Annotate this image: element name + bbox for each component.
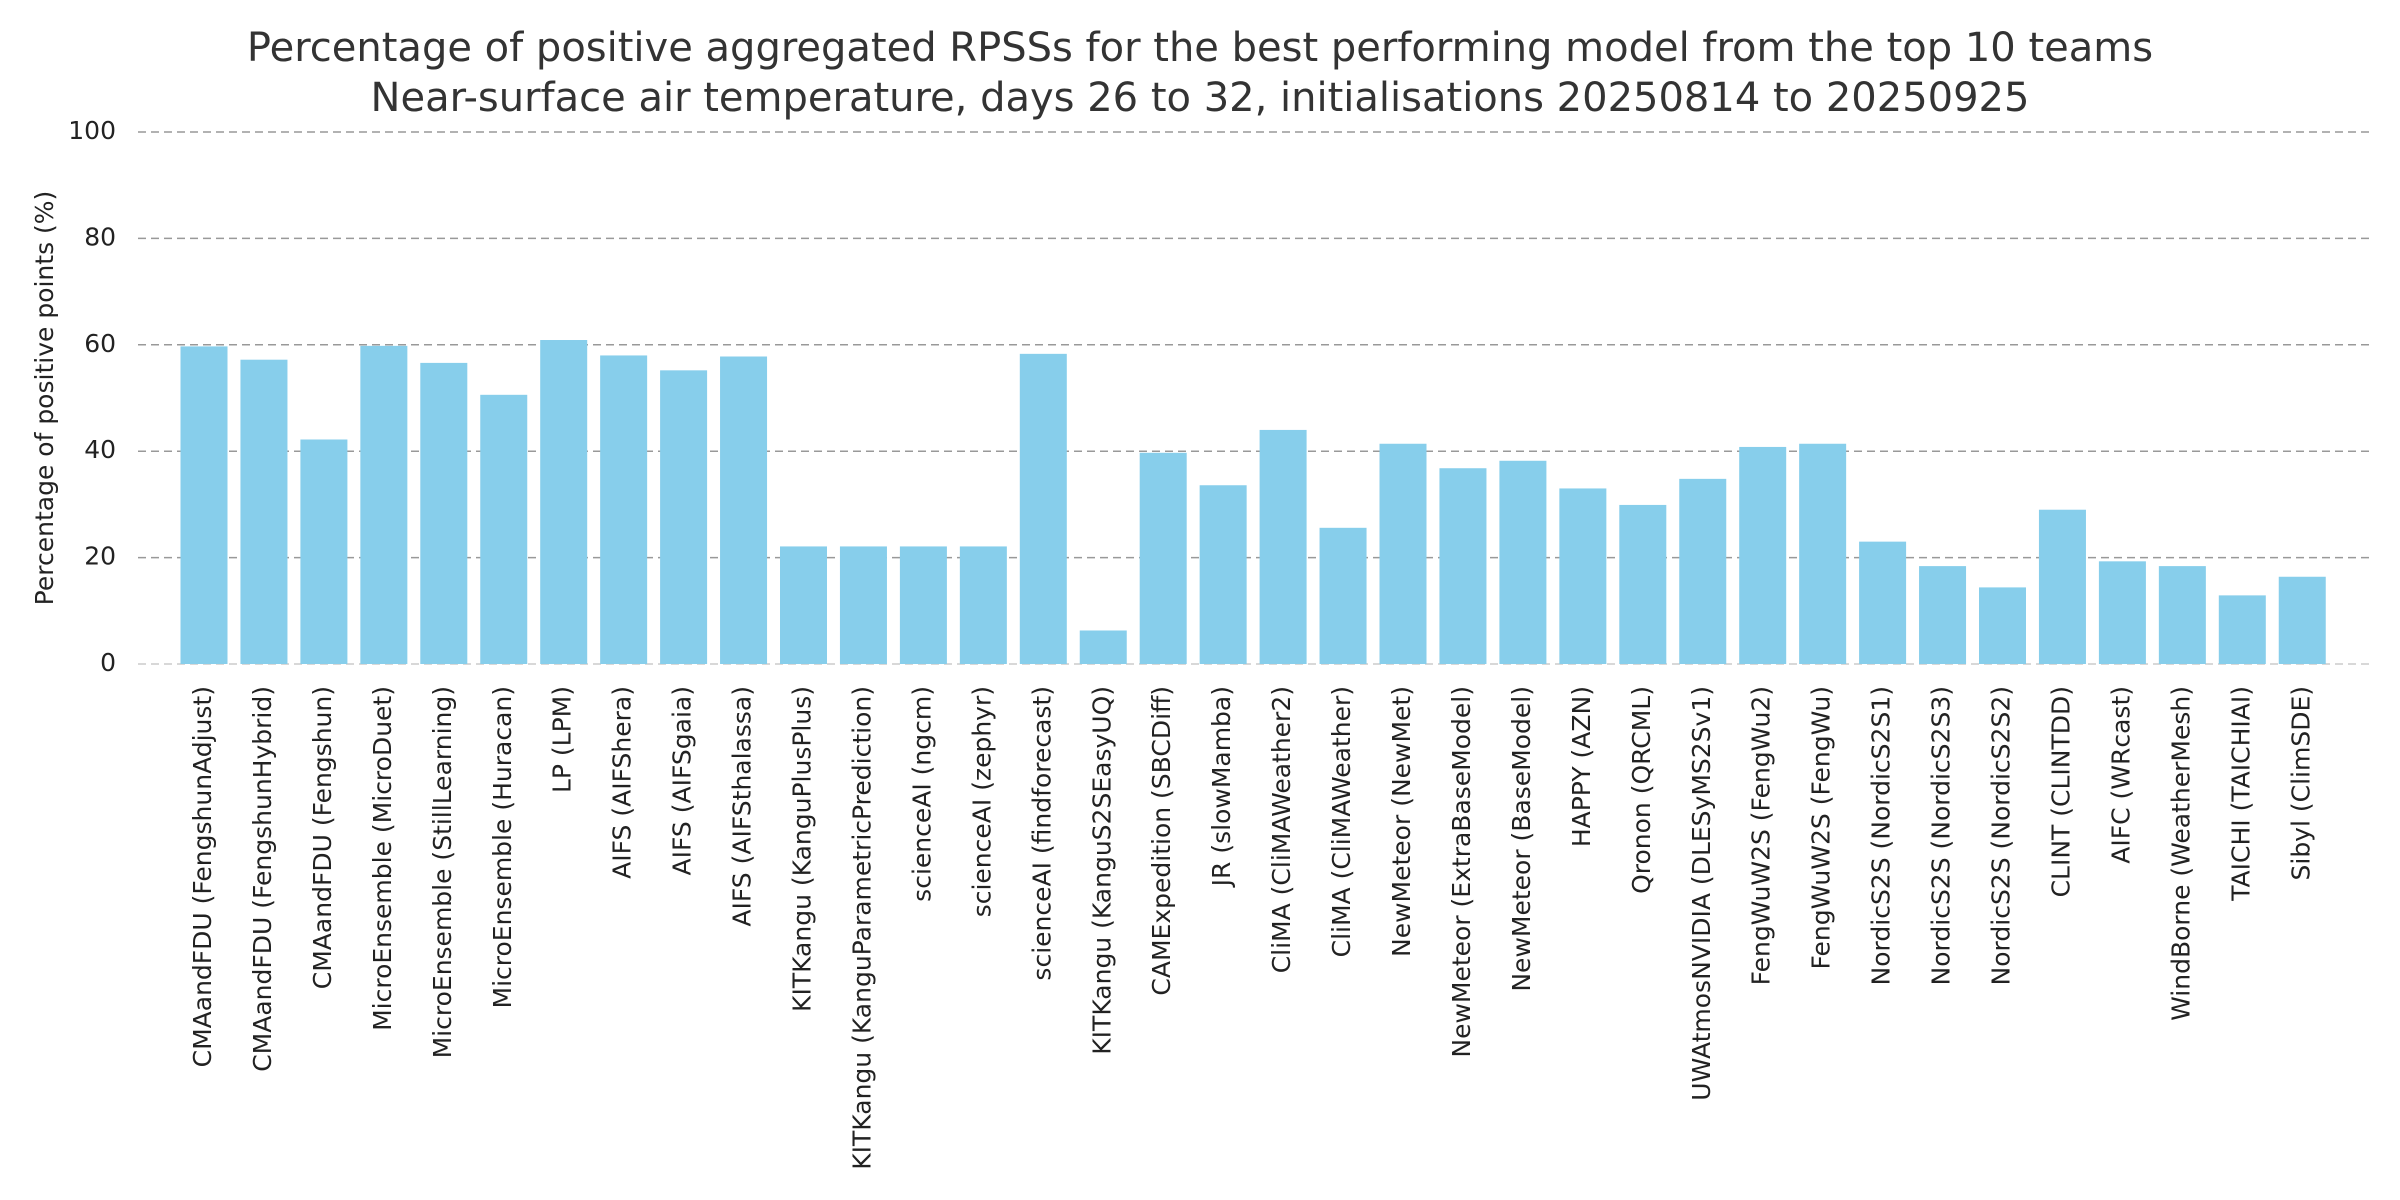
x-tick-label: CliMA (CliMAWeather) xyxy=(1327,686,1356,957)
x-tick-label: LP (LPM) xyxy=(548,686,577,793)
bar xyxy=(1799,443,1847,664)
x-tick-label: UWAtmosNVIDIA (DLESyMS2Sv1) xyxy=(1687,686,1716,1101)
x-tick-label: JR (slowMamba) xyxy=(1207,686,1236,888)
chart-subtitle: Near-surface air temperature, days 26 to… xyxy=(371,75,2030,121)
y-tick-label: 80 xyxy=(84,222,116,251)
y-tick-label: 100 xyxy=(68,116,116,145)
bar xyxy=(2278,576,2326,664)
bar xyxy=(2218,595,2266,664)
x-tick-label: MicroEnsemble (MicroDuet) xyxy=(368,686,397,1031)
x-tick-label: CMAandFDU (FengshunHybrid) xyxy=(248,686,277,1072)
bar xyxy=(2158,566,2206,664)
x-tick-label: NewMeteor (BaseModel) xyxy=(1507,686,1536,992)
x-tick-label: NordicS2S (NordicS2S3) xyxy=(1927,686,1956,985)
y-axis-label: Percentage of positive points (%) xyxy=(30,191,59,606)
bar xyxy=(360,345,408,664)
x-tick-label: HAPPY (AZN) xyxy=(1567,686,1596,847)
bar xyxy=(1019,353,1067,664)
x-tick-label: Qronon (QRCML) xyxy=(1627,686,1656,894)
x-tick-label: MicroEnsemble (StillLearning) xyxy=(428,686,457,1058)
x-tick-label: KITKangu (KanguS2SEasyUQ) xyxy=(1087,686,1116,1055)
bar xyxy=(1739,446,1787,664)
bar xyxy=(1319,527,1367,664)
bar xyxy=(720,356,768,664)
y-tick-label: 40 xyxy=(84,435,116,464)
x-tick-label: AIFS (AIFSthalassa) xyxy=(728,686,757,927)
x-tick-label: NewMeteor (NewMet) xyxy=(1387,686,1416,957)
x-tick-label: AIFC (WRcast) xyxy=(2106,686,2135,864)
x-tick-label: MicroEnsemble (Huracan) xyxy=(488,686,517,1009)
x-tick-label: CMAandFDU (FengshunAdjust) xyxy=(188,686,217,1067)
bar xyxy=(839,546,887,664)
x-tick-label: scienceAI (ngcm) xyxy=(907,686,936,902)
bar xyxy=(1979,587,2026,664)
bar xyxy=(1079,630,1127,664)
bar xyxy=(660,370,708,664)
bar xyxy=(899,546,947,664)
bar xyxy=(180,346,228,664)
x-tick-label: CAMExpedition (SBCDiff) xyxy=(1147,686,1176,996)
bar xyxy=(1619,504,1667,664)
x-tick-label: KITKangu (KanguParametricPrediction) xyxy=(847,686,876,1170)
bar xyxy=(1199,485,1247,664)
bar xyxy=(2098,561,2146,664)
chart-title: Percentage of positive aggregated RPSSs … xyxy=(247,25,2153,71)
x-tick-label: NewMeteor (ExtraBaseModel) xyxy=(1447,686,1476,1058)
x-tick-label: NordicS2S (NordicS2S1) xyxy=(1867,686,1896,985)
x-tick-label: CMAandFDU (Fengshun) xyxy=(308,686,337,989)
y-tick-label: 0 xyxy=(100,648,116,677)
x-tick-label: CLINT (CLINTDD) xyxy=(2046,686,2075,897)
bar xyxy=(1859,541,1907,664)
bar xyxy=(240,359,288,664)
x-tick-label: TAICHI (TAICHIAI) xyxy=(2226,686,2255,902)
bar xyxy=(780,546,827,664)
x-tick-label: FengWuW2S (FengWu) xyxy=(1807,686,1836,970)
x-tick-label: scienceAI (findforecast) xyxy=(1027,686,1056,981)
x-tick-label: WindBorne (WeatherMesh) xyxy=(2166,686,2195,1021)
bar xyxy=(1259,429,1307,664)
x-tick-label: Sibyl (ClimSDE) xyxy=(2286,686,2315,881)
bar xyxy=(1139,452,1187,664)
bar xyxy=(1919,566,1967,664)
bar xyxy=(2038,509,2086,664)
bar xyxy=(300,439,348,664)
y-tick-label: 20 xyxy=(84,542,116,571)
x-tick-label: KITKangu (KanguPlusPlus) xyxy=(788,686,817,1012)
x-tick-label: FengWuW2S (FengWu2) xyxy=(1747,686,1776,985)
bar xyxy=(1679,478,1727,664)
x-tick-label: NordicS2S (NordicS2S2) xyxy=(1987,686,2016,985)
x-tick-label: scienceAI (zephyr) xyxy=(967,686,996,917)
x-tick-label: AIFS (AIFSgaia) xyxy=(668,686,697,875)
x-tick-label: CliMA (CliMAWeather2) xyxy=(1267,686,1296,973)
bar xyxy=(480,394,528,664)
bar xyxy=(1499,460,1547,664)
y-tick-label: 60 xyxy=(84,329,116,358)
bar xyxy=(959,546,1007,664)
bar xyxy=(1559,488,1607,664)
bar xyxy=(1379,443,1427,664)
x-tick-label: AIFS (AIFShera) xyxy=(608,686,637,879)
bar xyxy=(1439,468,1487,664)
bar xyxy=(540,340,588,664)
bar xyxy=(600,355,648,664)
bar xyxy=(420,362,468,664)
